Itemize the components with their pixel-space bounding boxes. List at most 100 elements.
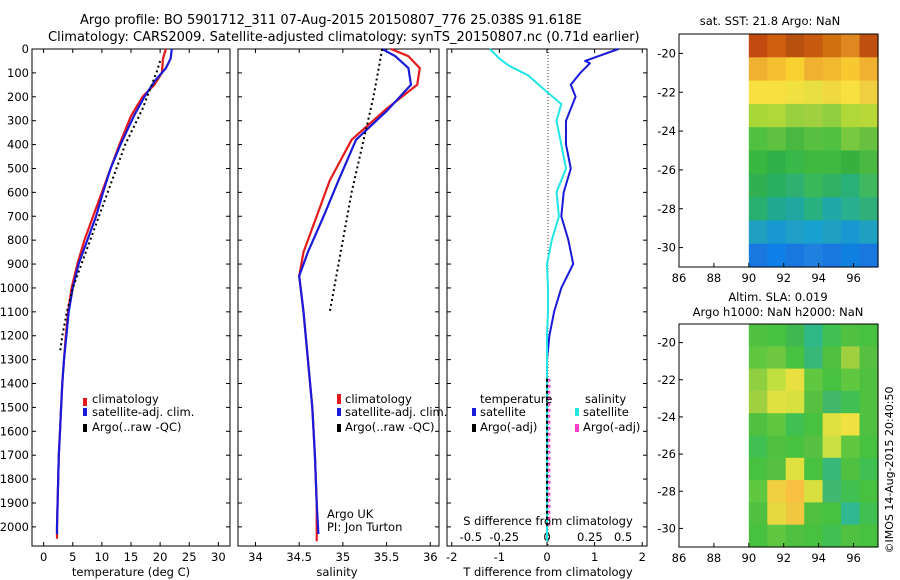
depth-tick-label: 1200 bbox=[0, 329, 29, 343]
map-x-tick-label: 96 bbox=[846, 271, 861, 285]
map-cell bbox=[767, 197, 787, 221]
map-cell bbox=[841, 413, 861, 437]
map-cell bbox=[804, 243, 824, 268]
map-cell bbox=[748, 368, 768, 392]
map-cell bbox=[859, 346, 879, 370]
map-y-tick-label: -28 bbox=[657, 202, 676, 216]
map-cell bbox=[822, 324, 842, 347]
map-x-tick-label: 94 bbox=[811, 551, 826, 565]
depth-tick-label: 1000 bbox=[0, 281, 29, 295]
depth-tick-label: 1900 bbox=[0, 496, 29, 510]
map-cell bbox=[767, 127, 787, 152]
map-cell bbox=[822, 150, 842, 175]
depth-tick-label: 600 bbox=[7, 185, 29, 199]
temperature-profile-panel: 0100200300400500600700800900100011001200… bbox=[0, 42, 231, 579]
map-cell bbox=[859, 197, 879, 221]
map-y-tick-label: -22 bbox=[657, 373, 676, 387]
legend-label-argo: Argo(..raw -QC) bbox=[92, 420, 182, 434]
legend-label-sal-argo: Argo(-adj) bbox=[583, 420, 640, 434]
series-line-argo-raw-qc- bbox=[59, 60, 162, 353]
map-cell bbox=[822, 197, 842, 221]
map-cell bbox=[767, 103, 787, 128]
map-cell bbox=[859, 103, 879, 128]
map-cell bbox=[804, 324, 824, 347]
map-x-tick-label: 96 bbox=[846, 551, 861, 565]
map-cell bbox=[804, 480, 824, 503]
map-cell bbox=[822, 435, 842, 459]
map-cell bbox=[748, 173, 768, 198]
legend-label-climatology: climatology bbox=[345, 392, 412, 406]
map-cell bbox=[785, 197, 805, 221]
map-cell bbox=[859, 368, 879, 392]
map-cell bbox=[804, 173, 824, 198]
map-x-tick-label: 88 bbox=[707, 271, 722, 285]
sla-axes-frame bbox=[678, 323, 879, 548]
map-cell bbox=[767, 150, 787, 175]
map-cell bbox=[804, 127, 824, 152]
map-cell bbox=[841, 324, 861, 347]
map-cell bbox=[841, 220, 861, 245]
map-cell bbox=[859, 34, 879, 58]
map-cell bbox=[859, 390, 879, 414]
series-line-satellite-adj-clim- bbox=[298, 48, 413, 535]
depth-tick-label: 1400 bbox=[0, 377, 29, 391]
map-cell bbox=[748, 324, 768, 347]
map-cell bbox=[804, 368, 824, 392]
map-cell bbox=[804, 197, 824, 221]
map-cell bbox=[841, 457, 861, 481]
map-cell bbox=[841, 346, 861, 370]
x-tick-label: 34 bbox=[248, 550, 263, 564]
map-y-tick-label: -24 bbox=[657, 124, 676, 138]
argo-program-label: Argo UK bbox=[327, 507, 374, 521]
depth-tick-label: 1600 bbox=[0, 424, 29, 438]
map-cell bbox=[748, 457, 768, 481]
map-cell bbox=[748, 480, 768, 503]
map-cell bbox=[748, 413, 768, 437]
map-cell bbox=[841, 127, 861, 152]
depth-tick-label: 1800 bbox=[0, 472, 29, 486]
map-cell bbox=[822, 390, 842, 414]
legend-label-climatology: climatology bbox=[92, 392, 159, 406]
legend-label-satellite: satellite-adj. clim. bbox=[92, 405, 194, 419]
map-cell bbox=[785, 324, 805, 347]
map-cell bbox=[841, 150, 861, 175]
depth-tick-label: 300 bbox=[7, 114, 29, 128]
map-cell bbox=[748, 80, 768, 105]
map-cell bbox=[804, 457, 824, 481]
map-cell bbox=[785, 103, 805, 128]
map-cell bbox=[748, 435, 768, 459]
map-cell bbox=[785, 413, 805, 437]
map-x-tick-label: 86 bbox=[672, 271, 687, 285]
salinity-xlabel: salinity bbox=[316, 565, 357, 579]
depth-tick-label: 100 bbox=[7, 66, 29, 80]
map-cell bbox=[804, 80, 824, 105]
map-cell bbox=[859, 435, 879, 459]
map-cell bbox=[859, 57, 879, 82]
sst-axes-frame bbox=[678, 33, 879, 268]
map-cell bbox=[841, 524, 861, 548]
map-cell bbox=[804, 524, 824, 548]
sst-map-panel: sat. SST: 21.8 Argo: NaN 86 88 90 92 94 96 -20… bbox=[657, 14, 879, 285]
x-tick-label: -2 bbox=[446, 550, 457, 564]
map-cell bbox=[859, 80, 879, 105]
map-cell bbox=[841, 480, 861, 503]
map-cell bbox=[785, 150, 805, 175]
map-cell bbox=[748, 57, 768, 82]
map-cell bbox=[748, 103, 768, 128]
x-tick-label: -1 bbox=[494, 550, 505, 564]
map-cell bbox=[767, 480, 787, 503]
map-cell bbox=[841, 197, 861, 221]
map-cell bbox=[841, 34, 861, 58]
legend-salinity-heading: salinity bbox=[585, 392, 626, 406]
map-cell bbox=[748, 197, 768, 221]
map-cell bbox=[785, 173, 805, 198]
map-x-tick-label: 94 bbox=[811, 271, 826, 285]
x-tick-label: 30 bbox=[211, 550, 226, 564]
x-tick-label: 34.5 bbox=[286, 550, 312, 564]
map-cell bbox=[748, 502, 768, 526]
map-cell bbox=[859, 457, 879, 481]
x-tick-label: 15 bbox=[124, 550, 139, 564]
x-tick-label: 2 bbox=[639, 550, 646, 564]
map-cell bbox=[804, 390, 824, 414]
